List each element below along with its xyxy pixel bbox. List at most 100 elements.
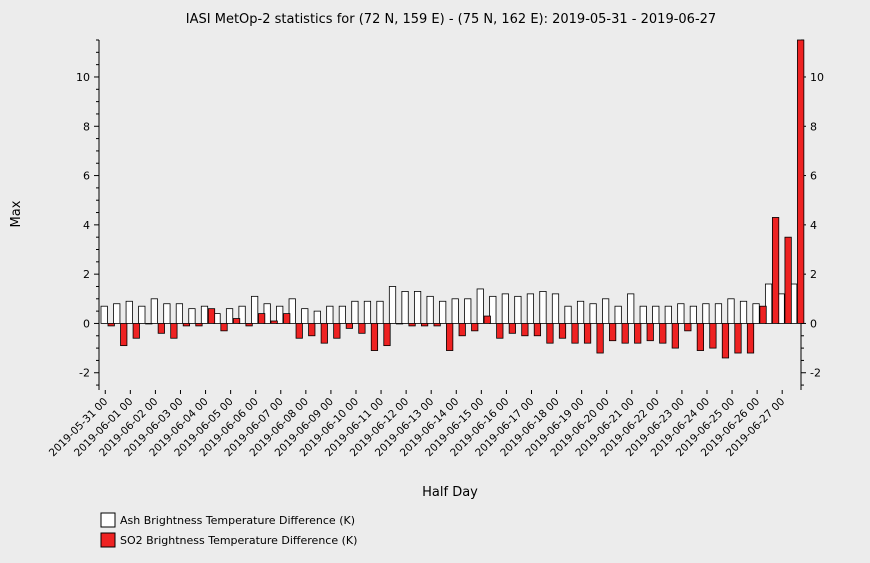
ash-bar bbox=[551, 293, 560, 324]
ash-bar bbox=[225, 308, 234, 324]
y-tick-label-right: 4 bbox=[810, 219, 817, 232]
ash-bar bbox=[188, 308, 196, 324]
so2-bar bbox=[533, 323, 542, 337]
so2-bar bbox=[170, 323, 178, 339]
y-tick-label-left: 6 bbox=[83, 170, 90, 183]
so2-bar bbox=[195, 323, 203, 327]
ash-bar bbox=[175, 303, 184, 324]
so2-bar bbox=[145, 323, 153, 325]
ash-bar bbox=[576, 300, 585, 324]
ash-bar bbox=[439, 300, 447, 324]
y-axis-label: Max bbox=[9, 200, 24, 227]
ash-bar bbox=[338, 305, 346, 324]
legend-label-so2: SO2 Brightness Temperature Difference (K… bbox=[120, 534, 357, 547]
so2-bar bbox=[370, 323, 379, 351]
so2-bar bbox=[207, 308, 216, 324]
y-tick-label-right: 2 bbox=[810, 268, 817, 281]
so2-bar bbox=[684, 323, 692, 332]
so2-bar bbox=[446, 323, 454, 351]
ash-bar bbox=[388, 286, 397, 324]
so2-bar bbox=[395, 323, 404, 325]
ash-bar bbox=[627, 293, 635, 324]
ash-bar bbox=[251, 295, 259, 324]
so2-bar bbox=[295, 323, 303, 339]
y-tick-label-right: 6 bbox=[810, 170, 817, 183]
so2-bar bbox=[232, 318, 241, 324]
ash-bar bbox=[276, 305, 284, 324]
ash-bar bbox=[401, 291, 409, 324]
ash-bar bbox=[100, 305, 108, 324]
ash-bar bbox=[639, 305, 647, 324]
so2-bar bbox=[220, 323, 228, 332]
so2-bar bbox=[634, 323, 642, 344]
ash-bar bbox=[138, 305, 146, 324]
ash-bar bbox=[313, 310, 321, 324]
legend-label-ash: Ash Brightness Temperature Difference (K… bbox=[120, 514, 355, 527]
ash-bar bbox=[113, 303, 121, 324]
ash-bar bbox=[200, 305, 209, 324]
so2-bar bbox=[709, 323, 717, 349]
ash-bar bbox=[714, 303, 723, 324]
ash-bar bbox=[689, 305, 697, 324]
ash-bar bbox=[739, 300, 748, 324]
ash-bar bbox=[464, 298, 472, 324]
so2-bar bbox=[433, 323, 441, 327]
legend-swatch-ash bbox=[100, 512, 116, 528]
chart-title: IASI MetOp-2 statistics for (72 N, 159 E… bbox=[186, 12, 716, 27]
so2-bar bbox=[120, 323, 128, 347]
bars bbox=[100, 39, 805, 359]
so2-bar bbox=[734, 323, 742, 354]
so2-bar bbox=[696, 323, 704, 351]
ash-bar bbox=[664, 305, 672, 324]
y-tick-label-left: 10 bbox=[76, 71, 90, 84]
ash-bar bbox=[351, 300, 359, 324]
so2-bar bbox=[746, 323, 755, 354]
so2-bar bbox=[420, 323, 429, 327]
so2-bar bbox=[784, 236, 792, 324]
ash-bar bbox=[614, 305, 622, 324]
ash-bar bbox=[363, 300, 372, 324]
so2-bar bbox=[283, 313, 291, 324]
so2-bar bbox=[182, 323, 191, 327]
legend-swatch-so2 bbox=[100, 532, 116, 548]
ash-bar bbox=[764, 283, 773, 324]
ash-bar bbox=[451, 298, 459, 324]
so2-bar bbox=[333, 323, 341, 339]
x-axis-label: Half Day bbox=[422, 485, 478, 500]
so2-bar bbox=[797, 39, 805, 324]
so2-bar bbox=[458, 323, 466, 337]
so2-bar bbox=[483, 315, 491, 324]
ash-bar bbox=[326, 305, 334, 324]
y-tick-label-left: -2 bbox=[79, 367, 90, 380]
legend: Ash Brightness Temperature Difference (K… bbox=[100, 512, 357, 548]
so2-bar bbox=[270, 320, 278, 324]
ash-bar bbox=[602, 298, 610, 324]
ash-bar bbox=[652, 305, 660, 324]
y-tick-label-right: 8 bbox=[810, 120, 817, 133]
ash-bar bbox=[589, 303, 597, 324]
so2-bar bbox=[621, 323, 629, 344]
y-tick-label-left: 0 bbox=[83, 317, 90, 330]
ash-bar bbox=[564, 305, 572, 324]
ash-bar bbox=[413, 291, 422, 324]
so2-bar bbox=[721, 323, 730, 359]
ash-bar bbox=[501, 293, 509, 324]
ash-bar bbox=[539, 291, 547, 324]
so2-bar bbox=[258, 313, 266, 324]
ash-bar bbox=[125, 300, 133, 324]
so2-bar bbox=[245, 323, 253, 327]
ash-bar bbox=[752, 303, 760, 324]
so2-bar bbox=[759, 305, 767, 324]
so2-bar bbox=[659, 323, 667, 344]
ash-bar bbox=[677, 303, 685, 324]
y-tick-label-right: -2 bbox=[810, 367, 821, 380]
so2-bar bbox=[345, 323, 353, 329]
ash-bar bbox=[301, 308, 309, 324]
so2-bar bbox=[583, 323, 592, 344]
y-tick-label-right: 10 bbox=[810, 71, 824, 84]
so2-bar bbox=[546, 323, 554, 344]
so2-bar bbox=[383, 323, 391, 347]
y-tick-label-left: 2 bbox=[83, 268, 90, 281]
ash-bar bbox=[702, 303, 710, 324]
